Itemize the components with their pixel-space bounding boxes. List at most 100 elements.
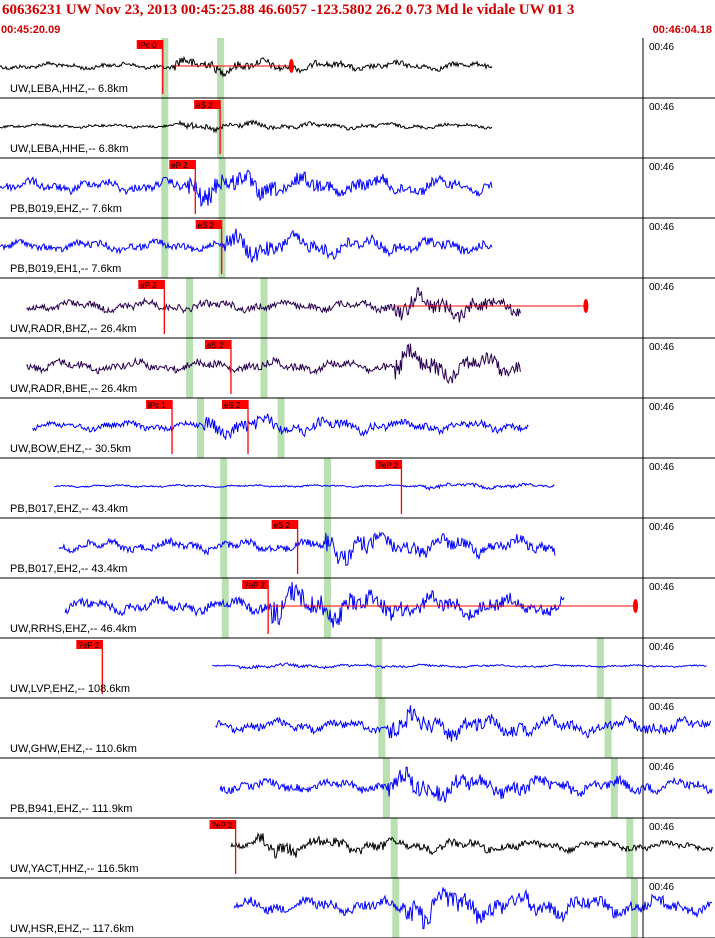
phase-window-layer (161, 38, 638, 938)
phase-window-band (610, 758, 618, 818)
phase-window-band (604, 698, 612, 758)
phase-pick-flag (169, 160, 196, 169)
phase-pick-label: eS 2 (196, 101, 213, 110)
minute-tick-label: 00:46 (649, 582, 674, 593)
phase-pick-flag (271, 520, 298, 529)
phase-pick-label: eP 2 (171, 161, 188, 170)
minute-tick-label: 00:46 (649, 102, 674, 113)
channel-label: PB,B019,EH1,-- 7.6km (10, 263, 121, 275)
phase-window-band (630, 878, 638, 938)
channel-label: PB,B019,EHZ,-- 7.6km (10, 203, 122, 215)
phase-window-band (220, 518, 228, 578)
minute-tick-label: 00:46 (649, 282, 674, 293)
minute-tick-label: 00:46 (649, 402, 674, 413)
channel-label: UW,GHW,EHZ,-- 110.6km (10, 743, 137, 755)
channel-label: UW,RADR,BHE,-- 26.4km (10, 383, 137, 395)
waveform-trace (26, 343, 521, 384)
phase-window-band (260, 338, 268, 398)
phase-pick-label: iPc 0 (139, 41, 157, 50)
channel-label: UW,RADR,BHZ,-- 26.4km (10, 323, 137, 335)
channel-label: UW,HSR,EHZ,-- 117.6km (10, 923, 134, 935)
phase-pick-flag (146, 400, 173, 409)
minute-tick-label: 00:46 (649, 462, 674, 473)
phase-window-band (161, 98, 169, 158)
waveform-trace (64, 581, 565, 628)
channel-label: UW,LVP,EHZ,-- 108.6km (10, 683, 130, 695)
phase-pick-label: ?eP 2 (78, 641, 99, 650)
phase-pick-flag (242, 580, 269, 589)
minute-tick-label: 00:46 (649, 342, 674, 353)
event-title: 60636231 UW Nov 23, 2013 00:45:25.88 46.… (2, 2, 575, 18)
channel-label: UW,RRHS,EHZ,-- 46.4km (10, 623, 137, 635)
phase-window-band (218, 158, 226, 218)
phase-window-band (324, 458, 332, 518)
phase-window-band (390, 818, 398, 878)
channel-label: PB,B941,EHZ,-- 111.9km (10, 803, 132, 815)
phase-pick-label: iPc 1 (148, 401, 166, 410)
phase-window-band (221, 578, 229, 638)
window-end-time: 00:46:04.18 (652, 24, 712, 36)
minute-tick-label: 00:46 (649, 642, 674, 653)
minute-tick-label: 00:46 (649, 882, 674, 893)
minute-tick-label: 00:46 (649, 522, 674, 533)
minute-tick-label: 00:46 (649, 42, 674, 53)
phase-window-band (626, 818, 634, 878)
waveform-trace (0, 169, 493, 208)
waveform-trace (54, 482, 555, 491)
phase-pick-flag (375, 460, 402, 469)
phase-pick-flag (194, 100, 221, 109)
waveform-trace (215, 705, 711, 742)
phase-window-band (217, 38, 225, 98)
phase-pick-label: eS 2 (207, 341, 224, 350)
channel-label: UW,BOW,EHZ,-- 30.5km (10, 443, 131, 455)
window-start-time: 00:45:20.09 (1, 24, 61, 36)
phase-window-band (161, 38, 169, 98)
panel-grid-layer: 00:46 00:46 00:46 00:46 00:46 00:46 00:46 00:46… (0, 38, 715, 938)
phase-window-band (324, 578, 332, 638)
phase-pick-label: eS 2 (198, 221, 215, 230)
pick-layer: iPc 0 eS 2 eP 2 eS 2 eP 2 eS 2 iPc 1 eS 2 ?eP 2 e… (76, 40, 638, 874)
phase-window-band (161, 218, 169, 278)
phase-pick-flag (222, 400, 248, 409)
phase-pick-label: ?eP 2 (377, 461, 398, 470)
waveform-trace (0, 228, 493, 263)
channel-label: PB,B017,EHZ,-- 43.4km (10, 503, 128, 515)
coda-marker (288, 59, 294, 73)
phase-pick-label: eP 2 (140, 281, 157, 290)
phase-window-band (220, 458, 228, 518)
trace-layer (0, 55, 714, 930)
event-header: 60636231 UW Nov 23, 2013 00:45:25.88 46.… (0, 0, 715, 38)
minute-tick-label: 00:46 (649, 762, 674, 773)
minute-tick-label: 00:46 (649, 702, 674, 713)
phase-window-band (186, 338, 194, 398)
waveform-trace (233, 887, 713, 930)
channel-label: UW,YACT,HHZ,-- 116.5km (10, 863, 139, 875)
phase-pick-label: ?eP 2 (244, 581, 265, 590)
waveform-trace (32, 413, 529, 440)
phase-pick-label: ?eP 2 (212, 821, 233, 830)
phase-window-band (375, 638, 383, 698)
phase-pick-label: eS 2 (224, 401, 241, 410)
minute-tick-label: 00:46 (649, 162, 674, 173)
phase-pick-flag (209, 820, 236, 829)
phase-pick-flag (138, 280, 165, 289)
phase-window-band (596, 638, 604, 698)
waveform-trace (212, 662, 707, 670)
waveform-trace (219, 766, 713, 803)
phase-window-band (161, 158, 169, 218)
phase-window-band (196, 398, 204, 458)
phase-pick-flag (76, 640, 103, 649)
phase-pick-flag (204, 340, 231, 349)
coda-marker (633, 599, 638, 613)
channel-label: UW,LEBA,HHE,-- 6.8km (10, 143, 129, 155)
waveform-trace (0, 55, 493, 78)
channel-label-layer: UW,LEBA,HHZ,-- 6.8km UW,LEBA,HHE,-- 6.8km… (10, 83, 139, 935)
waveform-trace (0, 119, 493, 134)
waveform-trace (58, 531, 556, 567)
waveform-trace (26, 287, 521, 323)
waveform-trace (230, 832, 714, 859)
channel-label: PB,B017,EH2,-- 43.4km (10, 563, 127, 575)
coda-marker (583, 299, 589, 313)
channel-label: UW,LEBA,HHZ,-- 6.8km (10, 83, 128, 95)
